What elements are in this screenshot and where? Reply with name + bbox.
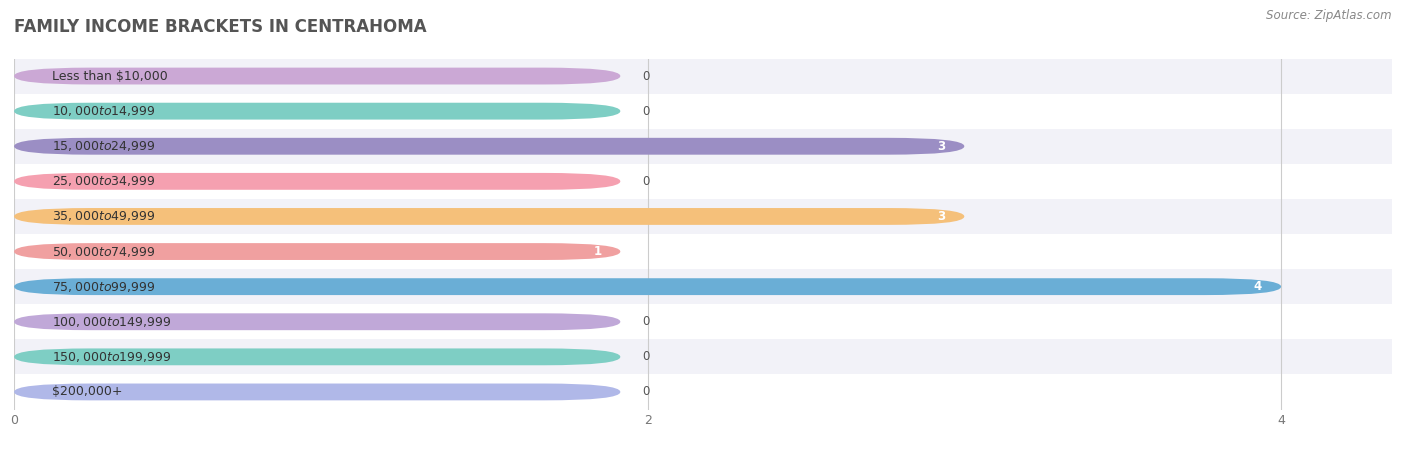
Text: 3: 3: [938, 210, 945, 223]
Bar: [14, 94, 1392, 129]
Text: $100,000 to $149,999: $100,000 to $149,999: [52, 315, 172, 329]
Text: 4: 4: [1254, 280, 1263, 293]
Bar: [14, 164, 1392, 199]
Text: 1: 1: [593, 245, 602, 258]
Text: Less than $10,000: Less than $10,000: [52, 70, 167, 82]
FancyBboxPatch shape: [14, 103, 620, 120]
Text: 0: 0: [643, 70, 650, 82]
Text: $10,000 to $14,999: $10,000 to $14,999: [52, 104, 156, 118]
Text: 3: 3: [938, 140, 945, 153]
Text: $200,000+: $200,000+: [52, 386, 122, 398]
FancyBboxPatch shape: [14, 208, 965, 225]
FancyBboxPatch shape: [14, 243, 620, 260]
Text: $35,000 to $49,999: $35,000 to $49,999: [52, 209, 156, 224]
Text: $25,000 to $34,999: $25,000 to $34,999: [52, 174, 156, 189]
FancyBboxPatch shape: [14, 313, 620, 330]
Text: $50,000 to $74,999: $50,000 to $74,999: [52, 244, 156, 259]
FancyBboxPatch shape: [14, 348, 620, 365]
Text: 0: 0: [643, 105, 650, 117]
Bar: [14, 129, 1392, 164]
Text: 0: 0: [643, 175, 650, 188]
Bar: [14, 304, 1392, 339]
Text: 0: 0: [643, 386, 650, 398]
FancyBboxPatch shape: [14, 383, 620, 400]
Text: FAMILY INCOME BRACKETS IN CENTRAHOMA: FAMILY INCOME BRACKETS IN CENTRAHOMA: [14, 18, 426, 36]
FancyBboxPatch shape: [14, 173, 620, 190]
Bar: [14, 58, 1392, 94]
Text: $75,000 to $99,999: $75,000 to $99,999: [52, 279, 156, 294]
Text: Source: ZipAtlas.com: Source: ZipAtlas.com: [1267, 9, 1392, 22]
Bar: [14, 234, 1392, 269]
Bar: [14, 374, 1392, 410]
Text: $15,000 to $24,999: $15,000 to $24,999: [52, 139, 156, 153]
FancyBboxPatch shape: [14, 138, 965, 155]
Text: 0: 0: [643, 315, 650, 328]
Bar: [14, 269, 1392, 304]
FancyBboxPatch shape: [14, 68, 620, 85]
Bar: [14, 199, 1392, 234]
FancyBboxPatch shape: [14, 278, 1281, 295]
Bar: [14, 339, 1392, 374]
Text: $150,000 to $199,999: $150,000 to $199,999: [52, 350, 172, 364]
Text: 0: 0: [643, 351, 650, 363]
